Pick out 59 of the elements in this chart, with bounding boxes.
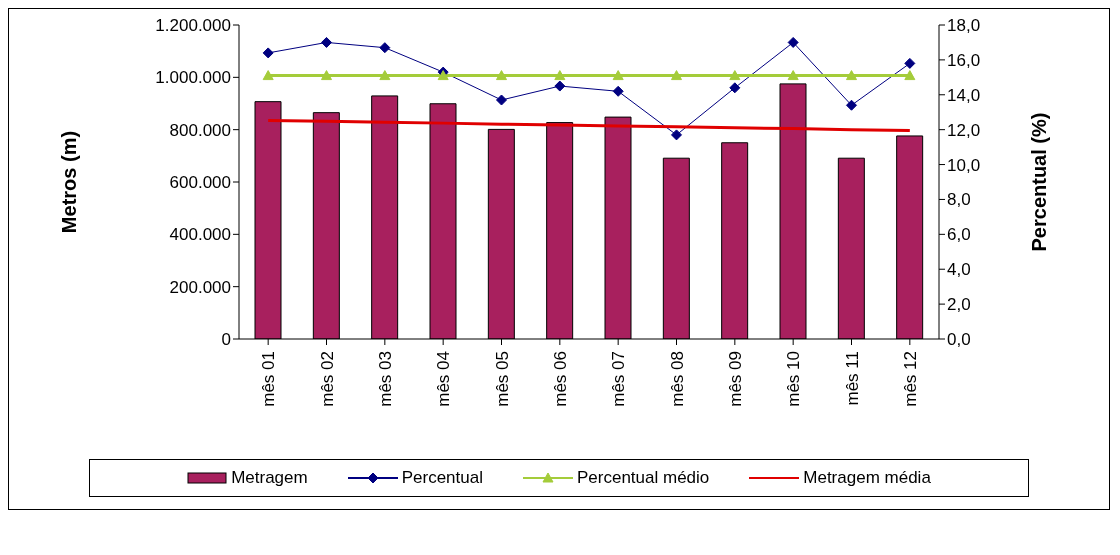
point bbox=[904, 57, 916, 69]
y2-tick-label: 0,0 bbox=[947, 330, 971, 350]
x-tick-label: mês 09 bbox=[725, 351, 745, 407]
x-tick-label: mês 06 bbox=[550, 351, 570, 407]
x-tick-label: mês 08 bbox=[667, 351, 687, 407]
y-tick-label: 800.000 bbox=[169, 120, 231, 140]
y2-tick-label: 2,0 bbox=[947, 295, 971, 315]
x-tick-label: mês 01 bbox=[259, 351, 279, 407]
x-tick-label: mês 04 bbox=[434, 351, 454, 407]
legend-label: Percentual médio bbox=[576, 468, 710, 488]
x-tick-label: mês 12 bbox=[900, 351, 920, 407]
point bbox=[904, 70, 916, 81]
point bbox=[612, 85, 624, 97]
point bbox=[612, 70, 624, 81]
point bbox=[846, 70, 857, 81]
point bbox=[437, 70, 449, 81]
x-tick-label: mês 10 bbox=[784, 351, 804, 407]
point bbox=[379, 42, 391, 54]
point bbox=[379, 70, 391, 81]
point bbox=[262, 47, 274, 59]
line-series bbox=[266, 119, 912, 132]
point bbox=[321, 36, 332, 48]
point bbox=[729, 82, 741, 94]
y2-tick-label: 14,0 bbox=[947, 85, 981, 105]
point bbox=[787, 36, 799, 48]
point bbox=[729, 70, 741, 81]
y2-tick-label: 12,0 bbox=[947, 120, 981, 140]
legend-label: Metragem bbox=[231, 468, 308, 488]
point bbox=[554, 70, 566, 81]
x-tick-label: mês 07 bbox=[609, 351, 629, 407]
x-tick-label: mês 02 bbox=[317, 351, 337, 407]
y-tick-label: 400.000 bbox=[169, 225, 231, 245]
point bbox=[496, 94, 507, 106]
y-axis-title: Metros (m) bbox=[58, 130, 81, 234]
legend-label: Percentual bbox=[401, 468, 483, 488]
y-tick-label: 1.200.000 bbox=[155, 16, 231, 36]
y2-tick-label: 16,0 bbox=[947, 50, 981, 70]
point bbox=[787, 70, 799, 81]
y-tick-label: 600.000 bbox=[169, 173, 231, 193]
point bbox=[671, 129, 682, 141]
point bbox=[846, 99, 857, 111]
y-tick-label: 200.000 bbox=[169, 277, 231, 297]
point bbox=[671, 70, 682, 81]
x-tick-label: mês 11 bbox=[842, 351, 862, 406]
y-tick-label: 1.000.000 bbox=[155, 68, 231, 88]
legend-label: Metragem média bbox=[803, 468, 931, 488]
point bbox=[321, 70, 332, 81]
point bbox=[496, 70, 507, 81]
y2-tick-label: 18,0 bbox=[947, 16, 981, 36]
y2-tick-label: 6,0 bbox=[947, 225, 971, 245]
x-tick-label: mês 05 bbox=[492, 351, 512, 407]
y2-axis-title: Percentual (%) bbox=[1028, 112, 1051, 252]
y2-tick-label: 8,0 bbox=[947, 190, 971, 210]
point bbox=[262, 70, 274, 81]
y2-tick-label: 4,0 bbox=[947, 260, 971, 280]
x-tick-label: mês 03 bbox=[375, 351, 395, 407]
point bbox=[554, 80, 566, 92]
y-tick-label: 0 bbox=[221, 330, 231, 350]
y2-tick-label: 10,0 bbox=[947, 155, 981, 175]
